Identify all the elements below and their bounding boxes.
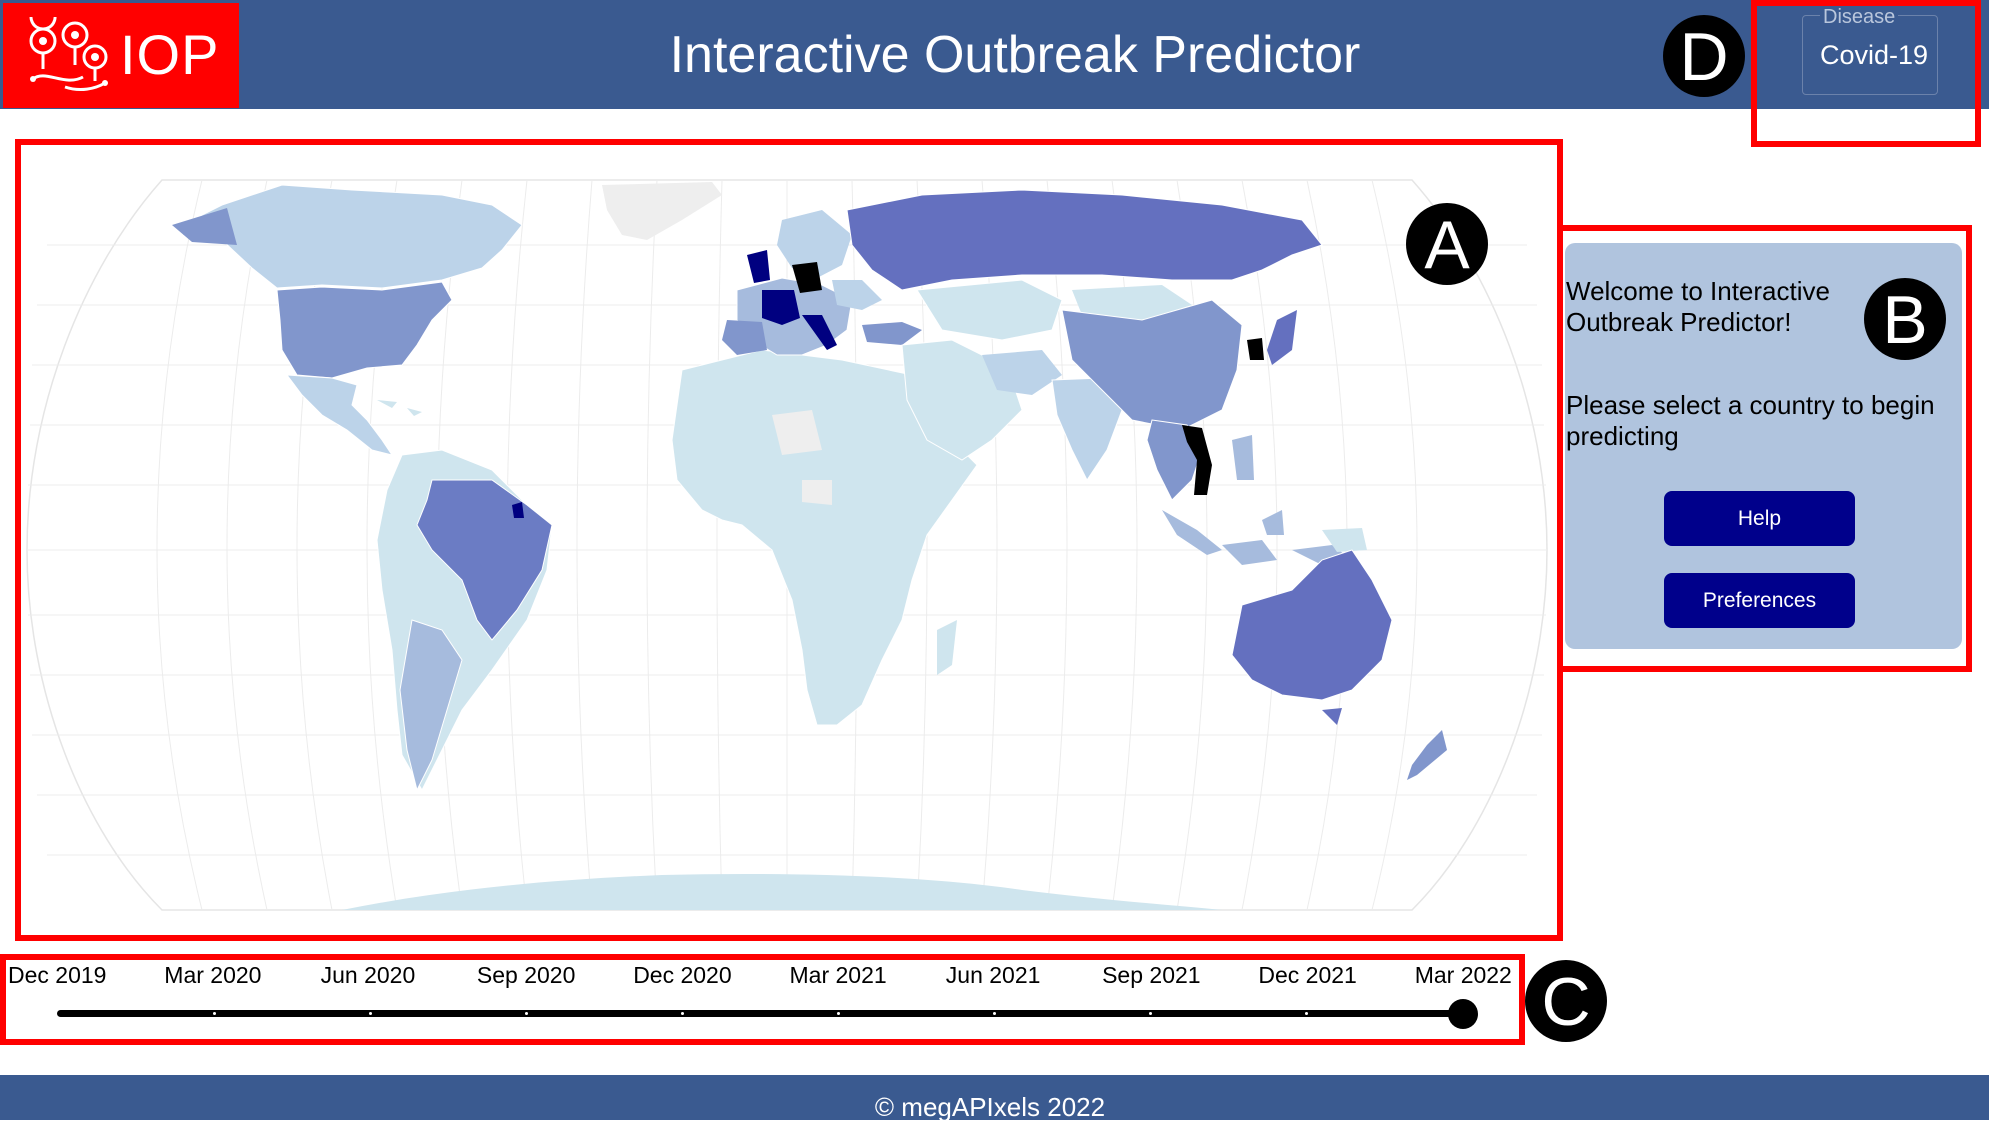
timeline-thumb[interactable] (1448, 999, 1478, 1029)
timeline-track[interactable] (57, 1010, 1465, 1017)
timeline-label: Jun 2021 (945, 962, 1041, 988)
country-ukraine[interactable] (832, 280, 882, 310)
timeline-tick (837, 1012, 840, 1015)
country-germany[interactable] (792, 262, 822, 293)
country-russia[interactable] (846, 189, 1323, 291)
timeline-label: Dec 2020 (633, 962, 732, 988)
app-header (0, 0, 1989, 109)
country-mexico[interactable] (285, 374, 394, 456)
country-united-kingdom[interactable] (747, 250, 770, 283)
page-title: Interactive Outbreak Predictor (669, 26, 1361, 84)
country-greenland[interactable] (602, 182, 722, 240)
app-footer (0, 1075, 1989, 1120)
logo[interactable]: IOP (3, 3, 239, 108)
logo-text: IOP (120, 23, 220, 86)
world-map[interactable] (22, 150, 1552, 940)
timeline-tick (1305, 1012, 1308, 1015)
highlight-box-disease (1751, 0, 1981, 147)
instruction-message: Please select a country to begin predict… (1566, 390, 1935, 451)
marker-b: B (1864, 278, 1946, 360)
country-french-guiana[interactable] (512, 502, 524, 518)
timeline-label: Dec 2019 (8, 962, 107, 988)
country-japan[interactable] (1267, 310, 1297, 365)
world-map-svg[interactable] (22, 150, 1552, 940)
highlight-box-map (15, 139, 1563, 941)
country-new-zealand[interactable] (1407, 730, 1447, 780)
country-tasmania[interactable] (1322, 708, 1342, 725)
region-africa-no-data[interactable] (772, 410, 832, 505)
timeline-label: Jun 2020 (320, 962, 416, 988)
country-brazil[interactable] (416, 479, 553, 641)
welcome-message: Welcome to Interactive Outbreak Predicto… (1566, 276, 1830, 337)
country-spain[interactable] (722, 320, 767, 355)
country-vietnam[interactable] (1182, 425, 1212, 495)
country-australia[interactable] (1231, 549, 1393, 701)
timeline-tick (1149, 1012, 1152, 1015)
country-alaska[interactable] (172, 208, 237, 245)
timeline-label: Mar 2020 (164, 962, 262, 988)
region-indonesia[interactable] (1162, 510, 1352, 565)
timeline-label: Sep 2020 (476, 962, 576, 988)
timeline-tick (681, 1012, 684, 1015)
timeline-tick (213, 1012, 216, 1015)
country-mongolia[interactable] (1072, 285, 1192, 320)
country-china[interactable] (1061, 299, 1243, 431)
country-caribbean[interactable] (377, 400, 422, 416)
country-papua-new-guinea[interactable] (1322, 528, 1367, 552)
country-france[interactable] (762, 290, 800, 325)
timeline-label: Sep 2021 (1102, 962, 1201, 988)
timeline-label: Mar 2022 (1414, 962, 1512, 988)
help-button[interactable]: Help (1664, 491, 1855, 546)
timeline-label: Mar 2021 (789, 962, 887, 988)
country-italy[interactable] (802, 315, 837, 350)
timeline-tick (993, 1012, 996, 1015)
country-philippines[interactable] (1232, 435, 1254, 480)
timeline-label: Dec 2021 (1258, 962, 1357, 988)
highlight-box-timeline (0, 954, 1525, 1045)
highlight-box-panel (1557, 225, 1972, 672)
country-turkey[interactable] (862, 322, 922, 345)
timeline-tick (525, 1012, 528, 1015)
region-central-asia[interactable] (916, 279, 1063, 341)
marker-a: A (1406, 203, 1488, 285)
country-madagascar[interactable] (937, 620, 957, 675)
timeline-tick (369, 1012, 372, 1015)
country-usa[interactable] (276, 281, 453, 379)
country-south-korea[interactable] (1247, 338, 1264, 360)
marker-d: D (1663, 15, 1745, 97)
country-iran[interactable] (982, 350, 1062, 395)
footer-copyright: © megAPIxels 2022 (874, 1092, 1106, 1122)
country-argentina[interactable] (399, 619, 463, 792)
disease-selected-value[interactable]: Covid-19 (1820, 40, 1929, 70)
preferences-button[interactable]: Preferences (1664, 573, 1855, 628)
region-antarctica[interactable] (342, 873, 1222, 910)
region-scandinavia[interactable] (777, 210, 852, 278)
location-pins-icon (29, 17, 108, 92)
marker-c: C (1525, 960, 1607, 1042)
disease-label: Disease (1820, 6, 1899, 29)
